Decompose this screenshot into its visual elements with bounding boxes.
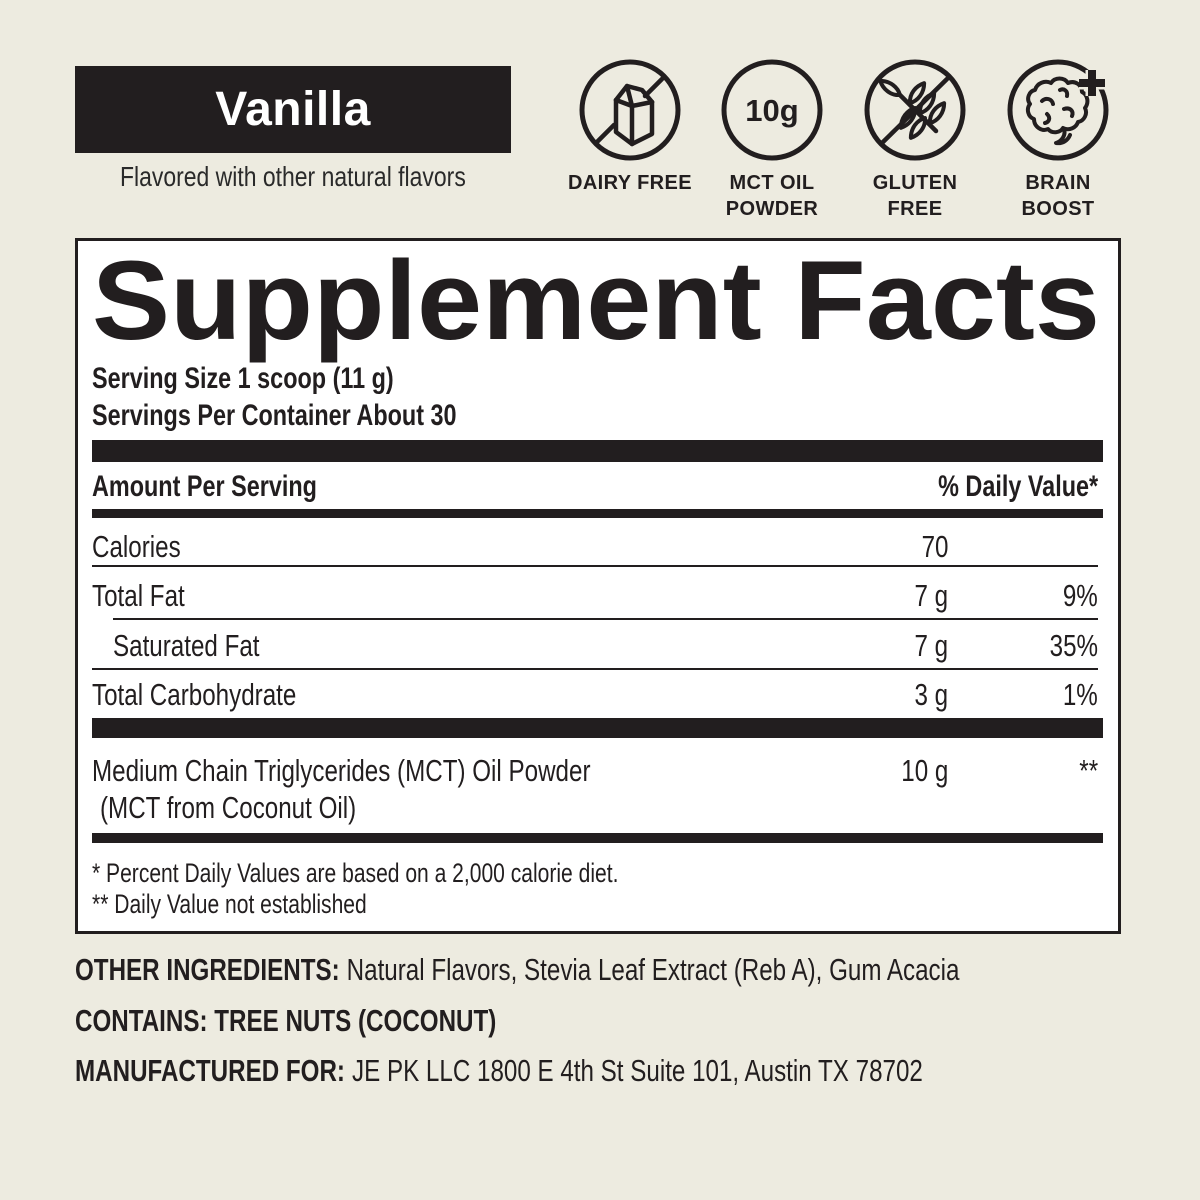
mct-oil-powder-icon: 10g	[721, 59, 823, 161]
plus-icon	[1079, 70, 1105, 96]
footnote-daily-values: * Percent Daily Values are based on a 2,…	[92, 858, 619, 888]
table-row-total-fat: Total Fat 7 g 9%	[92, 577, 1098, 615]
medium-divider	[92, 833, 1103, 843]
row-divider	[92, 668, 1098, 670]
serving-size: Serving Size 1 scoop (11 g)	[92, 362, 394, 395]
other-ingredients-line: OTHER INGREDIENTS: Natural Flavors, Stevi…	[75, 953, 1200, 987]
row-divider-indented	[113, 618, 1098, 620]
badge-label-line: GLUTEN	[872, 172, 958, 194]
nutrient-dv: 35%	[1049, 628, 1098, 663]
nutrient-source-note: (MCT from Coconut Oil)	[100, 790, 357, 825]
nutrient-dv: **	[1079, 753, 1098, 788]
contains-text: CONTAINS: TREE NUTS (COCONUT)	[75, 1003, 497, 1038]
dairy-free-icon	[579, 59, 681, 161]
badge-label-line: POWDER	[725, 198, 819, 220]
footnote-dv-not-established: ** Daily Value not established	[92, 889, 367, 919]
table-row-mct-oil-powder: Medium Chain Triglycerides (MCT) Oil Pow…	[92, 752, 1098, 790]
table-row-calories: Calories 70	[92, 528, 1098, 566]
other-ingredients-value: Natural Flavors, Stevia Leaf Extract (Re…	[346, 952, 960, 987]
nutrient-dv: 9%	[1063, 578, 1098, 613]
daily-value-label: % Daily Value*	[938, 470, 1098, 503]
nutrient-name: Saturated Fat	[113, 628, 260, 663]
nutrient-name: Medium Chain Triglycerides (MCT) Oil Pow…	[92, 753, 591, 788]
flavor-subtitle-text: Flavored with other natural flavors	[120, 161, 466, 192]
badge-dairy-free: DAIRY FREE	[555, 57, 705, 196]
nutrient-amount: 7 g	[914, 578, 948, 613]
nutrient-name: Calories	[92, 529, 181, 564]
amount-per-serving-label: Amount Per Serving	[92, 470, 317, 503]
manufactured-for-line: MANUFACTURED FOR: JE PK LLC 1800 E 4th St…	[75, 1054, 1162, 1088]
panel-title: Supplement Facts	[92, 238, 1100, 363]
badge-gluten-free-label: GLUTEN FREE	[840, 170, 990, 222]
nutrient-amount: 7 g	[914, 628, 948, 663]
manufactured-for-label: MANUFACTURED FOR:	[75, 1053, 345, 1088]
flavor-name: Vanilla	[215, 83, 371, 136]
row-divider	[92, 565, 1098, 567]
badge-mct-oil-powder: 10g MCT OIL POWDER	[697, 57, 847, 222]
badge-brain-boost-label: BRAIN BOOST	[983, 170, 1133, 222]
panel-title-text: Supplement Facts	[92, 238, 1100, 363]
other-ingredients-label: OTHER INGREDIENTS:	[75, 952, 340, 987]
flavor-subtitle: Flavored with other natural flavors	[55, 161, 531, 193]
thick-divider	[92, 440, 1103, 462]
manufactured-for-value: JE PK LLC 1800 E 4th St Suite 101, Austi…	[352, 1053, 923, 1088]
table-row-saturated-fat: Saturated Fat 7 g 35%	[92, 627, 1098, 665]
nutrient-dv	[948, 529, 1098, 565]
mct-grams-text: 10g	[745, 93, 798, 128]
nutrient-amount: 3 g	[914, 677, 948, 712]
brain-boost-icon	[1007, 59, 1109, 161]
flavor-box: Vanilla	[75, 66, 511, 153]
badge-mct-label: MCT OIL POWDER	[697, 170, 847, 222]
contains-line: CONTAINS: TREE NUTS (COCONUT)	[75, 1004, 615, 1038]
nutrient-name: Total Carbohydrate	[92, 677, 297, 712]
badge-label-line: MCT OIL	[729, 172, 815, 194]
thick-divider	[92, 718, 1103, 738]
badge-label-line: DAIRY FREE	[567, 172, 693, 194]
badge-label-line: BOOST	[1021, 198, 1095, 220]
nutrient-dv: 1%	[1063, 677, 1098, 712]
medium-divider	[92, 509, 1103, 518]
badge-label-line: BRAIN	[1025, 172, 1091, 194]
badge-dairy-free-label: DAIRY FREE	[555, 170, 705, 196]
badge-gluten-free: GLUTEN FREE	[840, 57, 990, 222]
table-row-total-carbohydrate: Total Carbohydrate 3 g 1%	[92, 676, 1098, 714]
badge-label-line: FREE	[887, 198, 943, 220]
nutrient-amount: 10 g	[900, 753, 948, 788]
supplement-facts-panel: Supplement Facts Serving Size 1 scoop (1…	[75, 238, 1121, 934]
column-header-row: Amount Per Serving % Daily Value*	[92, 468, 1098, 506]
gluten-free-icon	[864, 59, 966, 161]
servings-per-container: Servings Per Container About 30	[92, 399, 457, 432]
badge-brain-boost: BRAIN BOOST	[983, 57, 1133, 222]
nutrient-amount: 70	[921, 529, 948, 564]
nutrient-name: Total Fat	[92, 578, 185, 613]
